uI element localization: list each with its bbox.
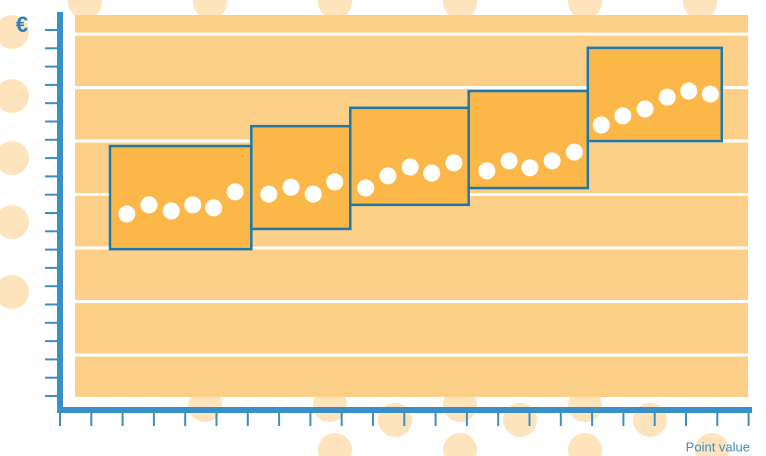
data-point bbox=[260, 185, 278, 203]
data-point bbox=[357, 179, 375, 197]
data-point bbox=[500, 152, 518, 170]
data-point bbox=[326, 173, 344, 191]
data-point bbox=[543, 152, 561, 170]
data-point bbox=[118, 205, 136, 223]
data-point bbox=[379, 167, 397, 185]
data-point bbox=[565, 143, 583, 161]
data-point bbox=[304, 185, 322, 203]
data-point bbox=[614, 107, 632, 125]
data-point bbox=[636, 100, 654, 118]
data-point bbox=[521, 159, 539, 177]
data-point bbox=[205, 199, 223, 217]
data-point bbox=[423, 164, 441, 182]
pay-band bbox=[108, 144, 253, 251]
data-point bbox=[184, 196, 202, 214]
pay-band bbox=[586, 46, 724, 143]
data-point bbox=[140, 196, 158, 214]
data-point bbox=[701, 85, 719, 103]
data-point bbox=[401, 158, 419, 176]
data-point bbox=[592, 116, 610, 134]
data-point bbox=[162, 202, 180, 220]
y-axis-label: € bbox=[16, 12, 28, 37]
data-point bbox=[478, 162, 496, 180]
data-point bbox=[282, 178, 300, 196]
x-axis-label: Point value bbox=[686, 439, 750, 454]
data-point bbox=[680, 82, 698, 100]
data-point bbox=[226, 183, 244, 201]
axes bbox=[45, 12, 752, 426]
data-point bbox=[445, 154, 463, 172]
data-point bbox=[658, 88, 676, 106]
